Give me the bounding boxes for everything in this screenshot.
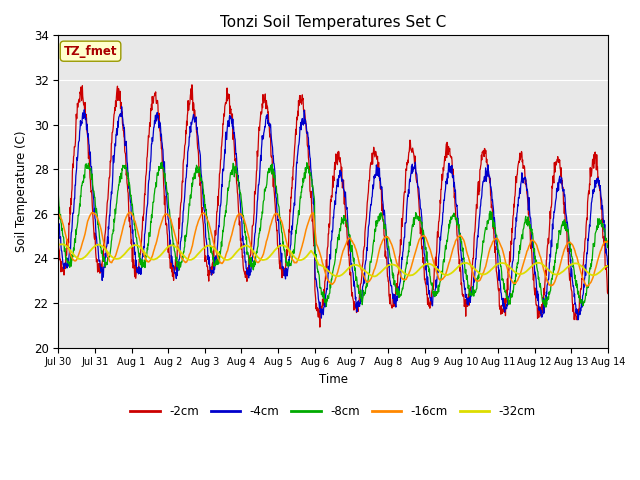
-8cm (490, 220, 498, 226)
-2cm (316, 324, 324, 330)
-4cm (239, 238, 246, 243)
-2cm (491, 250, 499, 255)
-4cm (118, 104, 125, 109)
-2cm (177, 204, 184, 209)
-16cm (54, 212, 62, 218)
Legend: -2cm, -4cm, -8cm, -16cm, -32cm: -2cm, -4cm, -8cm, -16cm, -32cm (125, 400, 541, 423)
-8cm (604, 243, 612, 249)
-2cm (604, 291, 612, 297)
-32cm (540, 262, 547, 268)
-16cm (490, 237, 498, 242)
Text: TZ_fmet: TZ_fmet (64, 45, 117, 58)
-4cm (177, 238, 185, 244)
Title: Tonzi Soil Temperatures Set C: Tonzi Soil Temperatures Set C (220, 15, 446, 30)
-32cm (177, 249, 185, 255)
-32cm (239, 244, 246, 250)
-4cm (490, 215, 498, 220)
-8cm (177, 262, 185, 268)
X-axis label: Time: Time (319, 373, 348, 386)
Y-axis label: Soil Temperature (C): Soil Temperature (C) (15, 131, 28, 252)
-16cm (127, 209, 134, 215)
-16cm (177, 253, 185, 259)
-8cm (542, 304, 550, 310)
-2cm (239, 255, 246, 261)
-2cm (188, 82, 196, 88)
-16cm (583, 283, 591, 289)
-32cm (164, 244, 172, 250)
-2cm (54, 231, 62, 237)
-8cm (539, 297, 547, 302)
-8cm (239, 206, 246, 212)
-4cm (419, 228, 426, 233)
-16cm (239, 213, 246, 219)
-32cm (491, 264, 499, 269)
-16cm (539, 264, 547, 269)
-32cm (58, 241, 65, 247)
-4cm (604, 264, 612, 270)
-8cm (54, 190, 62, 196)
-4cm (164, 205, 172, 211)
-2cm (540, 303, 547, 309)
-32cm (54, 241, 62, 247)
-2cm (163, 230, 171, 236)
Line: -4cm: -4cm (58, 107, 608, 320)
-32cm (604, 263, 612, 269)
Line: -32cm: -32cm (58, 244, 608, 276)
-4cm (54, 222, 62, 228)
-8cm (164, 191, 172, 197)
Line: -2cm: -2cm (58, 85, 608, 327)
-8cm (419, 226, 426, 231)
-32cm (371, 274, 378, 279)
-2cm (419, 260, 427, 265)
-8cm (158, 159, 166, 165)
-4cm (574, 317, 582, 323)
-16cm (604, 238, 612, 244)
-16cm (419, 233, 426, 239)
-32cm (419, 263, 427, 269)
-16cm (164, 211, 172, 217)
-4cm (539, 311, 547, 317)
Line: -16cm: -16cm (58, 212, 608, 286)
Line: -8cm: -8cm (58, 162, 608, 307)
